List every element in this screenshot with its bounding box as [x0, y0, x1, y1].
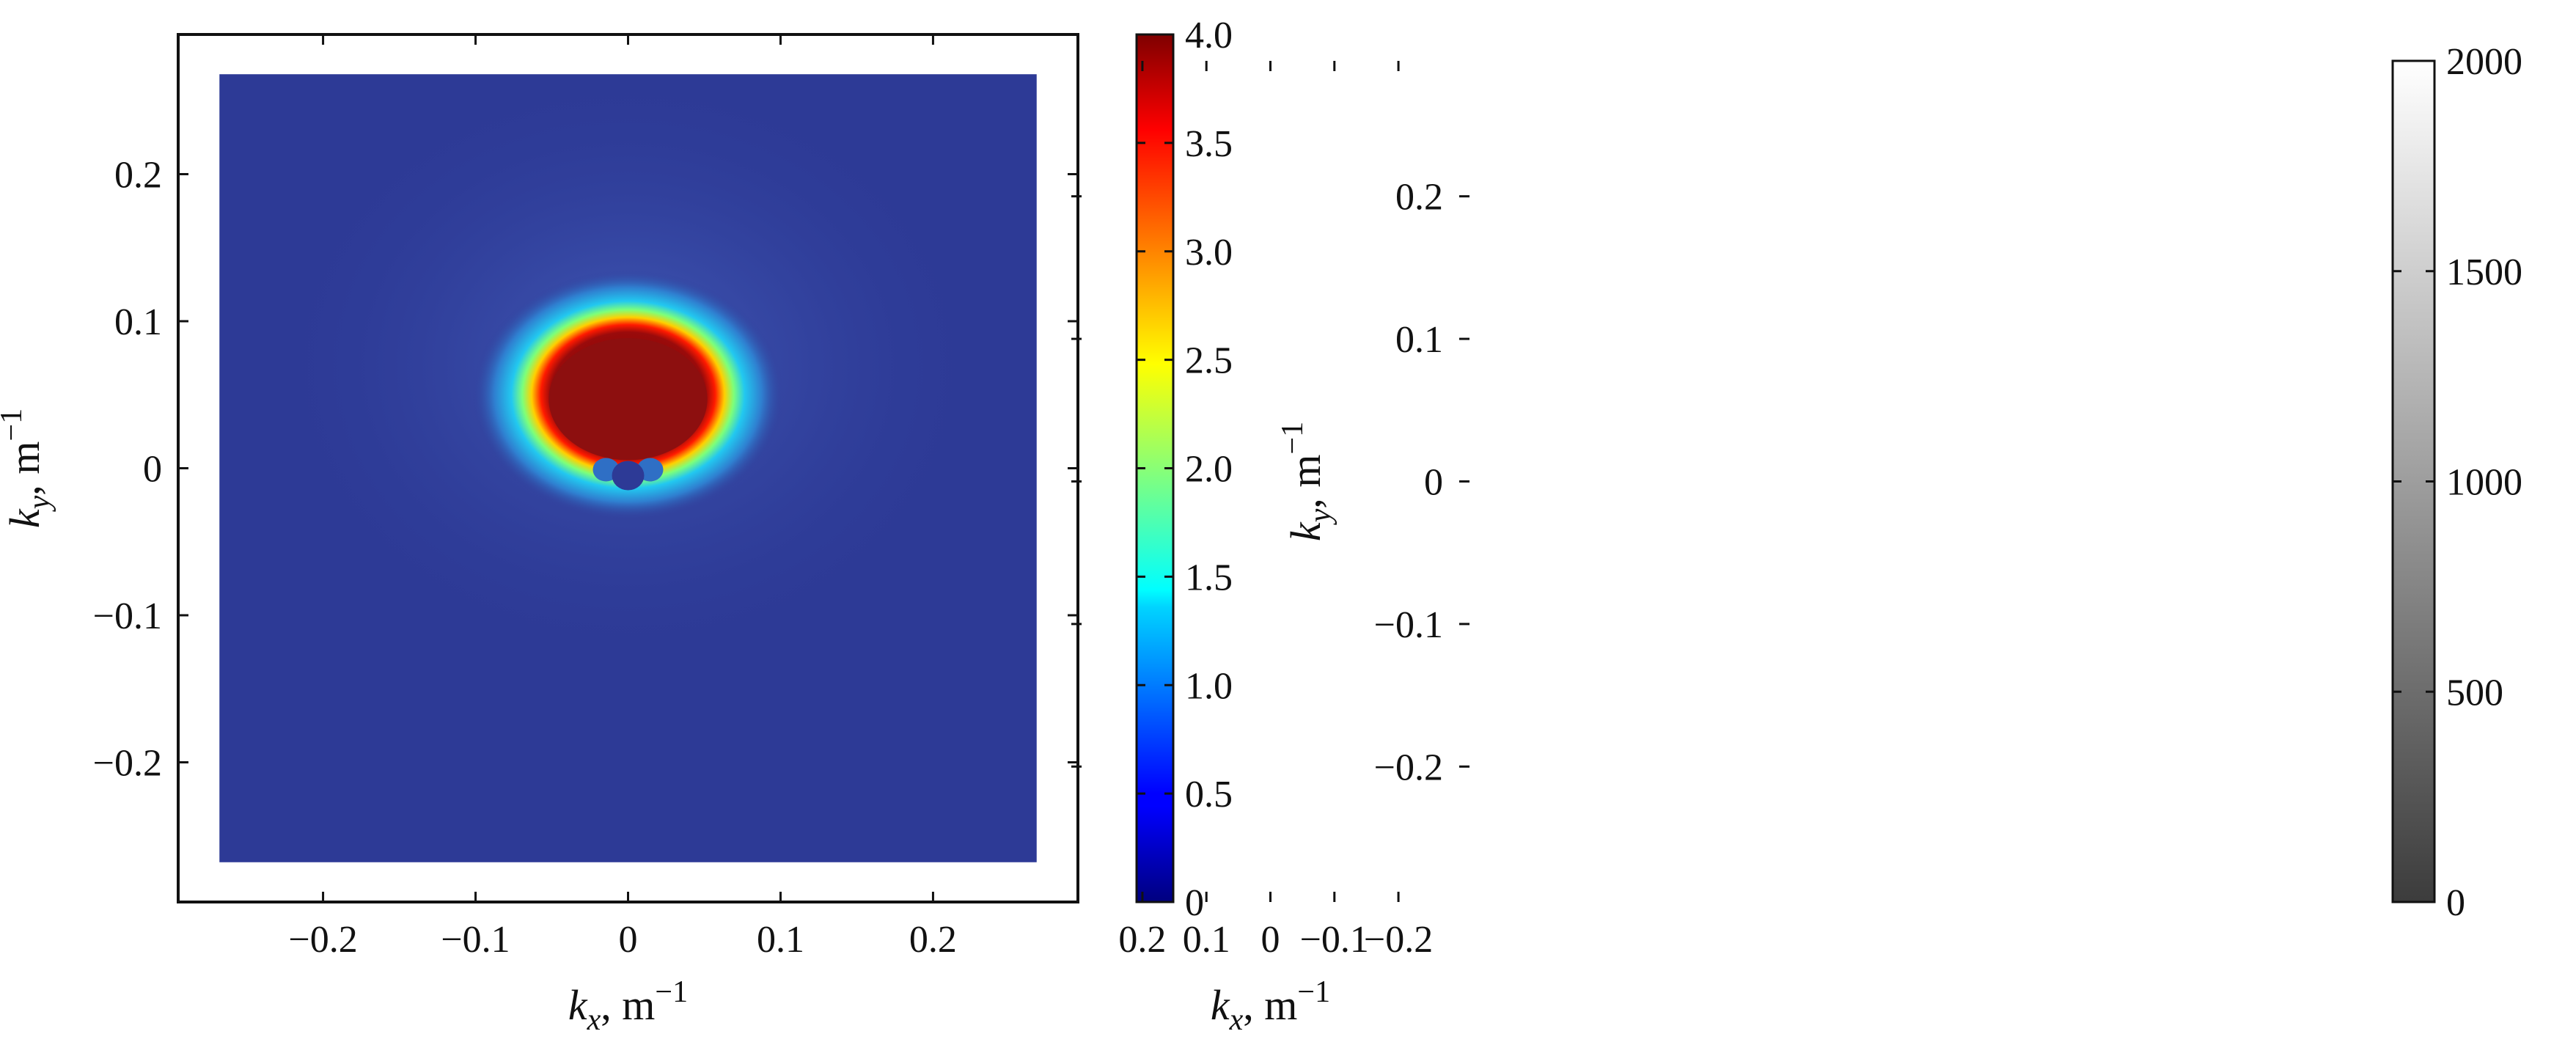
x-tick-label: −0.1 [441, 919, 510, 961]
x-tick-label: 0 [1261, 919, 1280, 961]
colorbar-tick-label: 2.0 [1185, 449, 1233, 491]
y-axis-label-sub: y [23, 495, 56, 512]
panel-2: −0.2−0.100.10.2−0.2−0.100.10.2kx, m−1ky,… [1071, 41, 2522, 1037]
x-axis-label-sup: −1 [1297, 975, 1330, 1009]
y-axis-label-unit: , m [1, 441, 48, 496]
y-tick-label: 0.1 [114, 301, 162, 343]
panel-1: −0.2 −0.1 0 0.1 0.2−0.2−0.100.10.2kx, m−1ky,… [0, 15, 1233, 1037]
x-tick-label: −0.2 [288, 919, 357, 961]
y-axis-label-var: k [1282, 521, 1329, 541]
colorbar-tick-label: 2000 [2446, 41, 2522, 83]
x-tick-label: 0 [619, 919, 638, 961]
colorbar-tick-label: 1.5 [1185, 557, 1233, 598]
colorbar-tick-label: 1000 [2446, 462, 2522, 504]
y-axis-label-var: k [1, 508, 48, 528]
colorbar-tick-label: 0 [2446, 882, 2465, 924]
y-axis-label-unit: , m [1282, 455, 1329, 509]
heatmap-notch-center [612, 461, 645, 491]
y-tick-label: 0.2 [1395, 177, 1443, 219]
x-tick-label: 0.2 [909, 919, 957, 961]
x-tick-label: 0.1 [757, 919, 804, 961]
heatmap-peak [548, 338, 708, 461]
y-tick-label: 0 [143, 449, 162, 491]
y-tick-label: −0.1 [1374, 604, 1443, 646]
y-tick-label: 0.1 [1395, 319, 1443, 361]
y-axis-label-sub: y [1304, 508, 1337, 525]
colorbar-tick-label: 3.5 [1185, 123, 1233, 165]
colorbar-tick-label: 0 [1185, 882, 1204, 924]
x-tick-label: −0.2 [1364, 919, 1433, 961]
colorbar-tick-label: 4.0 [1185, 15, 1233, 56]
x-tick-label: 0.2 [1118, 919, 1166, 961]
y-tick-label: −0.2 [1374, 747, 1443, 788]
y-axis-label-sup: −1 [1276, 422, 1310, 455]
x-axis-label-sup: −1 [655, 975, 688, 1009]
colorbar-tick-label: 500 [2446, 672, 2503, 714]
x-axis-label-sub: x [587, 1003, 601, 1037]
y-axis-label: ky, m−1 [0, 408, 56, 528]
x-axis-label-unit: , m [601, 981, 655, 1029]
x-axis-label-sub: x [1229, 1003, 1244, 1037]
y-tick-label: −0.1 [93, 595, 162, 637]
x-axis-label-unit: , m [1243, 981, 1297, 1029]
heatmap-image [219, 74, 1037, 862]
x-tick-label: −0.1 [1300, 919, 1369, 961]
colorbar-tick-label: 0.5 [1185, 774, 1233, 815]
colorbar-tick-label: 3.0 [1185, 232, 1233, 274]
colorbar-tick-label: 1.0 [1185, 665, 1233, 707]
x-axis-label: kx, m−1 [568, 975, 688, 1037]
y-tick-label: 0.2 [114, 154, 162, 196]
x-axis-label-var: k [1211, 981, 1230, 1029]
x-tick-label: 0.1 [1183, 919, 1230, 961]
colorbar-tick-label: 1500 [2446, 252, 2522, 293]
y-axis-label-sup: −1 [0, 408, 29, 441]
colorbar-tick-label: 2.5 [1185, 340, 1233, 382]
x-axis-label: kx, m−1 [1211, 975, 1330, 1037]
y-axis-label: ky, m−1 [1276, 422, 1337, 541]
y-tick-label: −0.2 [93, 743, 162, 785]
x-axis-label-var: k [568, 981, 588, 1029]
y-tick-label: 0 [1424, 462, 1443, 504]
